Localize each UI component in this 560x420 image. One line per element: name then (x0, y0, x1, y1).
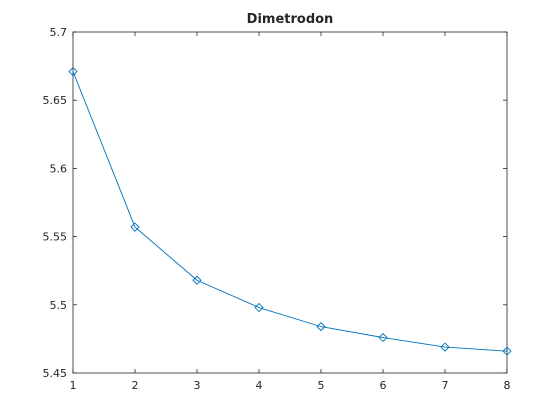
y-tick-label: 5.7 (50, 26, 68, 39)
x-tick-label: 1 (70, 379, 77, 392)
x-tick-label: 5 (318, 379, 325, 392)
y-tick-label: 5.45 (43, 367, 68, 380)
data-point-marker (130, 222, 140, 232)
y-axis: 5.45 5.5 5.55 5.6 5.65 5.7 (43, 26, 507, 380)
x-tick-label: 6 (380, 379, 387, 392)
data-point-marker (440, 342, 450, 352)
x-tick-label: 3 (194, 379, 201, 392)
data-point-marker (316, 321, 326, 332)
data-point-marker (502, 346, 512, 356)
x-tick-label: 4 (256, 379, 263, 392)
x-axis: 1 2 3 4 5 6 7 8 (70, 32, 511, 392)
chart-title: Dimetrodon (247, 12, 334, 27)
data-point-marker (254, 302, 264, 313)
x-tick-label: 8 (504, 379, 511, 392)
series-layer (68, 66, 512, 356)
plot-area (72, 31, 508, 374)
x-tick-label: 7 (442, 379, 449, 392)
y-tick-label: 5.6 (50, 162, 68, 175)
y-tick-label: 5.65 (43, 94, 68, 107)
data-point-marker (192, 275, 202, 285)
y-tick-label: 5.5 (50, 299, 68, 312)
y-tick-label: 5.55 (43, 231, 68, 244)
series-line (72, 71, 508, 352)
data-point-marker (68, 66, 78, 77)
x-tick-label: 2 (132, 379, 139, 392)
data-point-marker (378, 332, 388, 343)
